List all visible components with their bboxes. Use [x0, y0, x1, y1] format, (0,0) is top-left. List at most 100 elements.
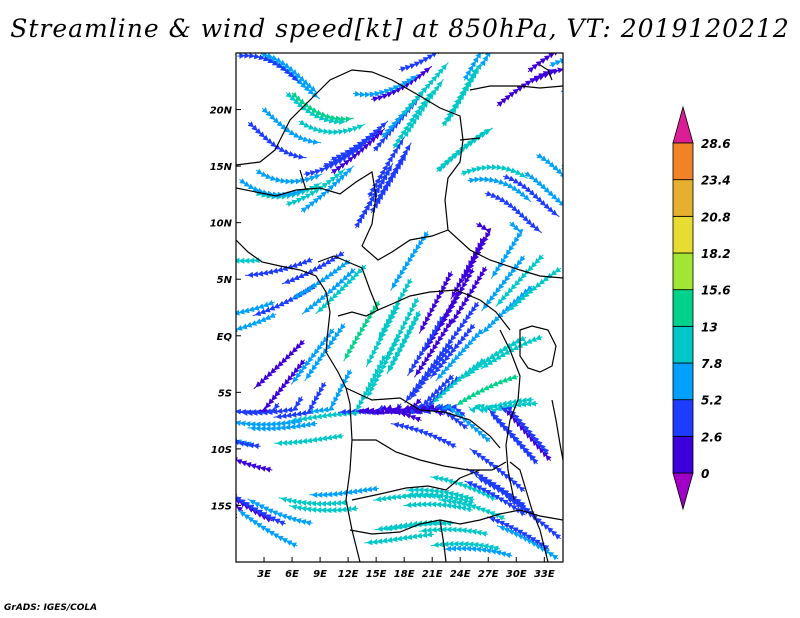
streamline [445, 61, 483, 123]
streamline [236, 299, 275, 320]
x-tick-label: 27E [478, 569, 499, 580]
streamline [398, 53, 458, 73]
streamline [236, 475, 237, 523]
x-tick-label: 30E [506, 569, 527, 580]
streamline [438, 267, 475, 330]
colorbar-segment [672, 435, 694, 474]
colorbar-segment [672, 362, 694, 401]
streamline [303, 142, 366, 178]
streamline [392, 90, 434, 149]
streamline [437, 127, 494, 172]
streamline [374, 519, 445, 532]
streamline [236, 425, 261, 450]
streamline [403, 501, 473, 513]
streamline [423, 290, 462, 352]
y-tick-label: EQ [217, 332, 233, 343]
chart-title: Streamline & wind speed[kt] at 850hPa, V… [10, 14, 790, 43]
streamline [401, 62, 449, 116]
streamline [253, 339, 306, 390]
colorbar-segment [672, 289, 694, 327]
streamline [236, 446, 273, 473]
streamline [431, 357, 486, 405]
streamline [560, 88, 563, 125]
y-tick-label: 10N [210, 219, 233, 230]
streamline [298, 119, 366, 136]
streamline [487, 408, 537, 461]
y-tick-label: 15N [210, 162, 233, 173]
streamline [330, 127, 386, 175]
streamline [496, 68, 557, 108]
streamline [418, 271, 454, 334]
streamline [239, 396, 304, 416]
colorbar-segment [672, 179, 694, 217]
streamline [506, 266, 562, 313]
streamline [274, 433, 344, 447]
streamline [315, 264, 367, 315]
x-tick-label: 21E [422, 569, 443, 580]
streamline [479, 53, 517, 67]
x-tick-label: 9E [313, 569, 327, 580]
streamline [536, 152, 563, 196]
streamline [261, 107, 322, 145]
streamline [487, 516, 550, 551]
streamline [561, 164, 563, 200]
colorbar-segment [672, 399, 694, 437]
colorbar-label: 0 [701, 467, 709, 481]
x-tick-label: 24E [450, 569, 471, 580]
streamline [352, 73, 419, 98]
colorbar-low-cap [672, 472, 694, 511]
streamline [236, 418, 303, 428]
streamline [454, 373, 519, 407]
streamline [481, 255, 526, 312]
streamline [247, 420, 318, 432]
streamline [450, 237, 486, 300]
streamline [237, 53, 300, 83]
colorbar-label: 23.4 [701, 174, 731, 188]
y-tick-label: 10S [211, 445, 232, 456]
streamline [343, 300, 381, 362]
x-tick-label: 6E [285, 569, 299, 580]
streamline [430, 323, 476, 379]
streamline [475, 476, 535, 517]
streamline [373, 492, 443, 503]
streamline [418, 526, 489, 537]
streamline [236, 490, 286, 527]
colorbar-label: 15.6 [701, 284, 731, 298]
y-tick-label: 15S [211, 501, 232, 512]
y-tick-label: 5S [218, 388, 232, 399]
y-tick-label: 20N [210, 106, 233, 117]
colorbar-label: 7.8 [701, 357, 722, 371]
colorbar-label: 28.6 [701, 137, 731, 151]
y-tick-label: 5N [217, 275, 233, 286]
streamline [278, 496, 349, 507]
colorbar-label: 20.8 [701, 210, 731, 224]
streamline [291, 91, 354, 123]
streamlines-layer [236, 53, 563, 561]
x-tick-label: 12E [338, 569, 359, 580]
streamline [549, 53, 563, 68]
streamline [502, 173, 560, 218]
colorbar-label: 13 [701, 320, 718, 334]
colorbar-high-cap [672, 105, 694, 144]
streamline [462, 53, 500, 81]
colorbar-label: 2.6 [701, 430, 722, 444]
streamline [291, 259, 351, 300]
streamline [365, 336, 401, 400]
streamline [390, 421, 457, 449]
map-axes: 3E 6E 9E 12E 15E 18E 21E 24E 27E 30E 33E 20N 15N 10N 5… [210, 106, 555, 580]
streamline [273, 381, 327, 420]
streamline [437, 301, 480, 360]
streamline [464, 480, 526, 517]
streamline [527, 53, 563, 73]
streamline [460, 164, 528, 179]
streamline [462, 338, 522, 379]
streamline [377, 278, 413, 341]
colorbar-segment [672, 215, 694, 254]
streamline [237, 509, 298, 549]
colorbar-segment [672, 142, 694, 181]
streamline [255, 182, 322, 200]
streamline [385, 297, 420, 361]
streamline [309, 485, 379, 498]
grads-credit: GrADS: IGES/COLA [4, 603, 98, 613]
